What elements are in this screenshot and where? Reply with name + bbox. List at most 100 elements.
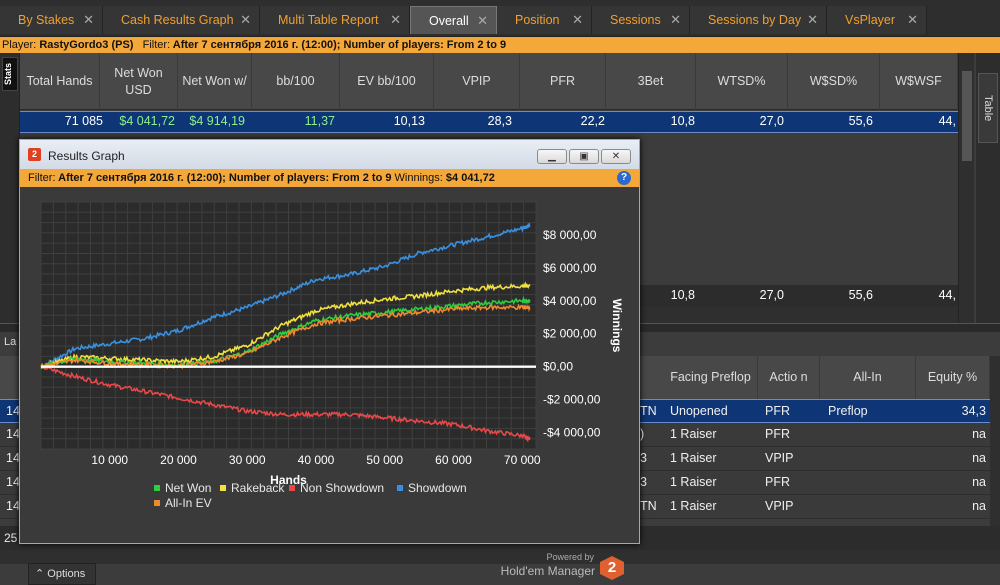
- col-net-won-w[interactable]: Net Won w/: [178, 53, 252, 110]
- tab-label: By Stakes: [18, 13, 75, 27]
- col-all-in[interactable]: All-In: [820, 356, 916, 399]
- close-icon[interactable]: ✕: [907, 12, 918, 27]
- legend-swatch: [154, 500, 160, 506]
- stats-side-panel: Stats: [0, 53, 20, 331]
- x-tick-label: 40 000: [298, 453, 335, 467]
- cell-pfr: 22,2: [580, 114, 605, 128]
- legend-swatch: [220, 485, 226, 491]
- help-icon[interactable]: ?: [617, 171, 631, 185]
- cell-wsd: 55,6: [848, 114, 873, 128]
- powered-by-text: Powered by: [546, 552, 594, 562]
- y-tick-label: -$2 000,00: [543, 393, 601, 407]
- options-button[interactable]: ⌃ Options: [28, 563, 96, 585]
- cell-position: TN: [640, 499, 657, 513]
- filter-text: After 7 сентября 2016 г. (12:00); Number…: [172, 39, 507, 51]
- col-facing-preflop[interactable]: Facing Preflop: [664, 356, 758, 399]
- legend-swatch: [289, 485, 295, 491]
- cell-bb100: 11,37: [304, 114, 335, 128]
- cell-left: 14: [6, 404, 20, 418]
- maximize-button[interactable]: ▣: [569, 149, 599, 164]
- minimize-button[interactable]: ▁: [537, 149, 567, 164]
- x-axis-label: Hands: [270, 473, 307, 487]
- col-pfr[interactable]: PFR: [520, 53, 606, 110]
- total-3bet: 10,8: [670, 288, 695, 302]
- cell-net-won-w: $4 914,19: [189, 114, 245, 128]
- stats-side-tab[interactable]: Stats: [2, 57, 18, 91]
- filter-label: Filter:: [28, 172, 56, 184]
- tab-position[interactable]: Position ✕: [497, 6, 592, 34]
- tab-label: Cash Results Graph: [121, 13, 234, 27]
- cell-action: PFR: [765, 475, 790, 489]
- results-chart: $8 000,00 $6 000,00 $4 000,00 $2 000,00 $0,0…: [40, 201, 624, 507]
- hands-vertical-scrollbar[interactable]: [990, 356, 1000, 556]
- cell-left: 14: [6, 475, 20, 489]
- cell-wtsd: 27,0: [759, 114, 784, 128]
- table-side-panel: Table: [976, 53, 1000, 323]
- tab-cash-results-graph[interactable]: Cash Results Graph ✕: [103, 6, 260, 34]
- hands-horizontal-scrollbar[interactable]: [0, 550, 1000, 564]
- tab-sessions[interactable]: Sessions ✕: [592, 6, 690, 34]
- cell-facing: 1 Raiser: [670, 475, 717, 489]
- table-side-tab[interactable]: Table: [978, 73, 998, 143]
- cell-wwsf: 44,: [938, 114, 956, 128]
- series-line: [40, 222, 531, 369]
- close-button[interactable]: ✕: [601, 149, 631, 164]
- cell-net-won-usd: $4 041,72: [119, 114, 175, 128]
- col-wtsd[interactable]: WTSD%: [696, 53, 788, 110]
- col-3bet[interactable]: 3Bet: [606, 53, 696, 110]
- cell-3bet: 10,8: [670, 114, 695, 128]
- col-wwsf[interactable]: W$WSF: [880, 53, 958, 110]
- legend-swatch: [154, 485, 160, 491]
- window-titlebar[interactable]: 2 Results Graph ▁ ▣ ✕: [20, 140, 639, 169]
- cell-allin: Preflop: [828, 404, 868, 418]
- cell-action: VPIP: [765, 451, 794, 465]
- tab-sessions-by-day[interactable]: Sessions by Day ✕: [690, 6, 827, 34]
- y-tick-label: $8 000,00: [543, 228, 597, 242]
- cell-position: ): [640, 427, 645, 441]
- legend-label: All-In EV: [165, 496, 212, 507]
- col-ev-bb100[interactable]: EV bb/100: [340, 53, 434, 110]
- tab-by-stakes[interactable]: By Stakes ✕: [0, 6, 103, 34]
- cell-facing: 1 Raiser: [670, 427, 717, 441]
- stats-row[interactable]: 71 085 $4 041,72 $4 914,19 11,37 10,13 2…: [20, 111, 958, 133]
- col-bb100[interactable]: bb/100: [252, 53, 340, 110]
- col-total-hands[interactable]: Total Hands: [20, 53, 100, 110]
- lower-tab-stub[interactable]: La: [4, 336, 17, 348]
- col-action[interactable]: Actio n: [758, 356, 820, 399]
- col-net-won-usd[interactable]: Net Won USD: [100, 53, 178, 110]
- cell-facing: 1 Raiser: [670, 499, 717, 513]
- close-icon[interactable]: ✕: [670, 12, 681, 27]
- y-tick-label: -$4 000,00: [543, 426, 601, 440]
- col-wsd[interactable]: W$SD%: [788, 53, 880, 110]
- tab-label: Overall: [429, 13, 469, 28]
- close-icon[interactable]: ✕: [807, 12, 818, 27]
- winnings-label: Winnings:: [394, 172, 443, 184]
- legend-swatch: [397, 485, 403, 491]
- tab-multi-table-report[interactable]: Multi Table Report ✕: [260, 6, 410, 34]
- tab-label: Sessions: [610, 13, 661, 27]
- col-equity[interactable]: Equity %: [916, 356, 990, 399]
- x-tick-label: 60 000: [435, 453, 472, 467]
- stats-vertical-scrollbar[interactable]: [958, 53, 974, 323]
- filter-text: After 7 сентября 2016 г. (12:00); Number…: [58, 172, 392, 184]
- col-vpip[interactable]: VPIP: [434, 53, 520, 110]
- close-icon[interactable]: ✕: [572, 12, 583, 27]
- total-wsd: 55,6: [848, 288, 873, 302]
- series-line: [40, 303, 531, 370]
- results-graph-window: 2 Results Graph ▁ ▣ ✕ Filter: After 7 се…: [19, 139, 640, 585]
- close-icon[interactable]: ✕: [477, 12, 488, 28]
- close-icon[interactable]: ✕: [390, 12, 401, 27]
- tab-overall[interactable]: Overall ✕: [410, 6, 497, 34]
- scroll-thumb[interactable]: [962, 71, 972, 161]
- series-line: [40, 364, 531, 443]
- y-axis-label: Winnings: [610, 299, 624, 353]
- cell-facing: 1 Raiser: [670, 451, 717, 465]
- tab-label: Multi Table Report: [278, 13, 379, 27]
- legend-label: Non Showdown: [300, 481, 384, 495]
- close-icon[interactable]: ✕: [83, 12, 94, 27]
- tab-label: Position: [515, 13, 560, 27]
- cell-equity: na: [972, 499, 986, 513]
- cell-action: PFR: [765, 404, 790, 418]
- close-icon[interactable]: ✕: [240, 12, 251, 27]
- tab-vsplayer[interactable]: VsPlayer ✕: [827, 6, 927, 34]
